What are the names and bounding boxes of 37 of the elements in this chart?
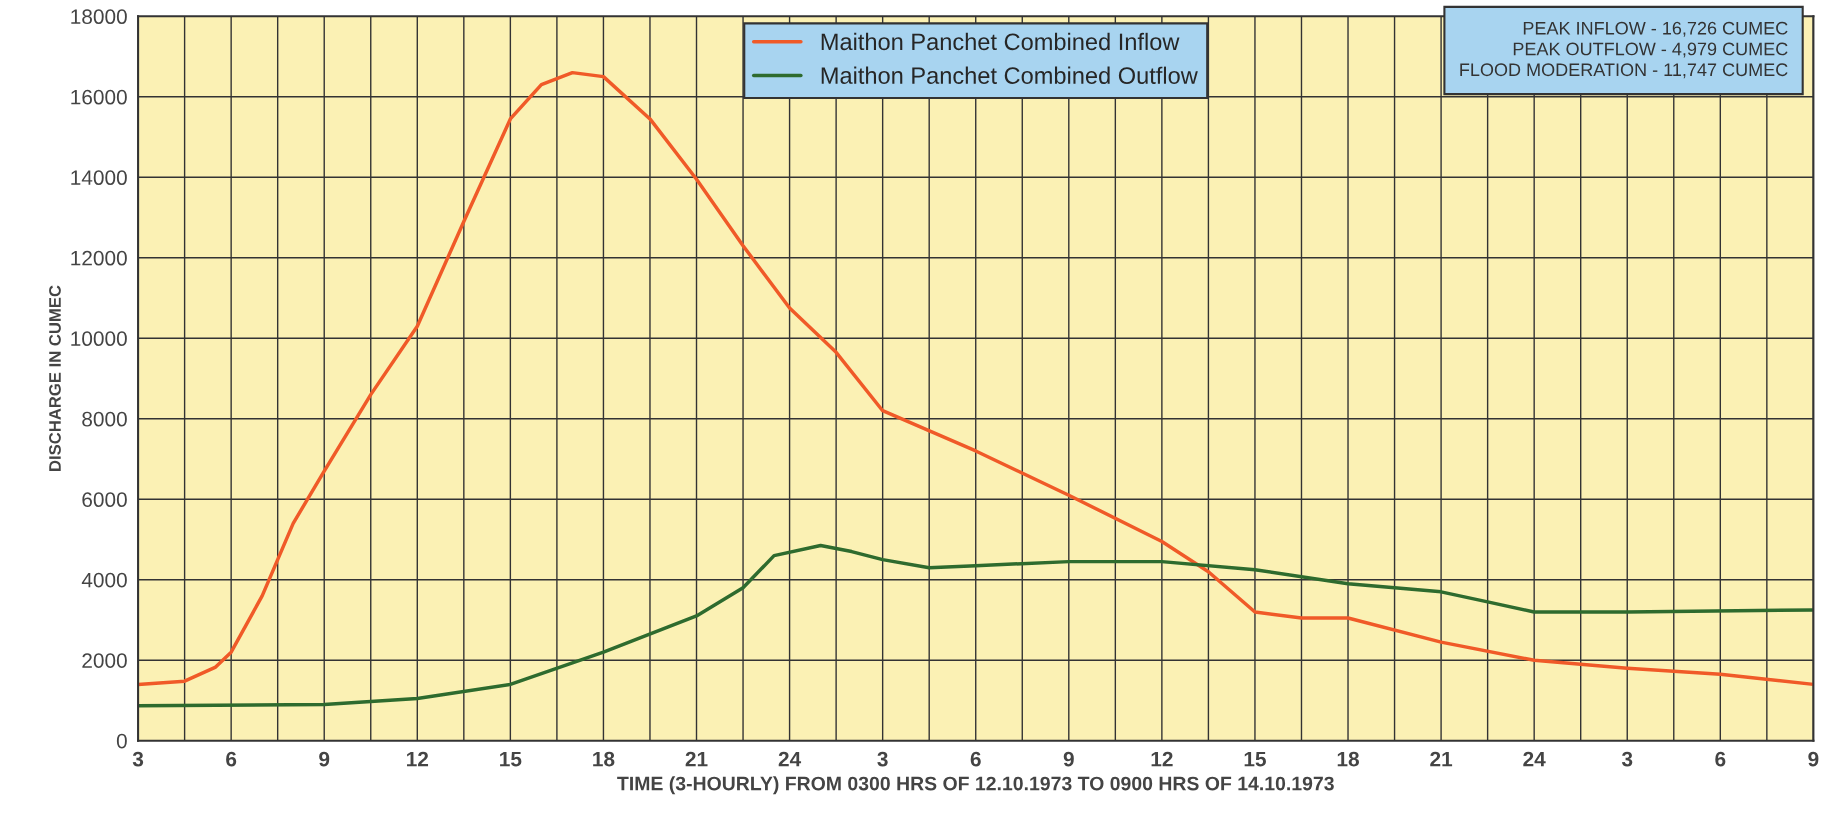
x-tick-label: 21 (1430, 751, 1453, 767)
x-tick-label: 21 (685, 751, 708, 767)
y-tick-label: 0 (116, 733, 127, 749)
x-tick-label: 3 (877, 751, 888, 767)
y-tick-label: 10000 (71, 331, 127, 347)
x-tick-label: 24 (778, 751, 802, 767)
x-tick-label: 3 (132, 751, 144, 767)
y-tick-label: 18000 (71, 9, 127, 25)
x-tick-label: 9 (1808, 751, 1819, 767)
line-series (138, 543, 1814, 708)
x-tick-label: 12 (407, 751, 429, 767)
x-tick-label: 12 (1151, 751, 1173, 767)
y-tick-label: 14000 (71, 170, 127, 186)
x-tick-label: 24 (1523, 751, 1546, 767)
y-tick-label: 8000 (82, 411, 127, 427)
y-tick-label: 12000 (71, 250, 127, 266)
annotation: FLOOD MODERATION - 11,747 CUMEC (1460, 63, 1788, 79)
x-tick-label: 9 (319, 751, 330, 767)
x-tick-label: 15 (500, 751, 522, 767)
y-tick-label: 16000 (71, 89, 127, 105)
annotation: PEAK INFLOW - 16,726 CUMEC (1523, 21, 1788, 37)
legend-label: Maithon Panchet Combined Outflow (821, 66, 1198, 84)
x-tick-label: 6 (1715, 751, 1726, 767)
y-tick-label: 4000 (81, 572, 127, 588)
annotation: PEAK OUTFLOW - 4,979 CUMEC (1513, 42, 1788, 58)
x-tick-label: 3 (1621, 751, 1633, 767)
legend-label: Maithon Panchet Combined Inflow (821, 32, 1180, 51)
x-tick-label: 6 (970, 751, 981, 767)
x-tick-label: 18 (593, 751, 615, 767)
x-tick-label: 15 (1244, 751, 1266, 767)
y-tick-label: 2000 (82, 653, 127, 668)
x-tick-label: 9 (1063, 751, 1074, 767)
y-tick-label: 6000 (82, 492, 127, 508)
x-axis-title: TIME (3-HOURLY) FROM 0300 HRS OF 12.10.1973 TO 0900 HRS OF 14.10.1973 (617, 776, 1334, 795)
y-axis-title: DISCHARGE IN CUMEC (49, 285, 61, 471)
x-tick-label: 6 (226, 751, 237, 767)
x-tick-label: 18 (1337, 751, 1359, 767)
